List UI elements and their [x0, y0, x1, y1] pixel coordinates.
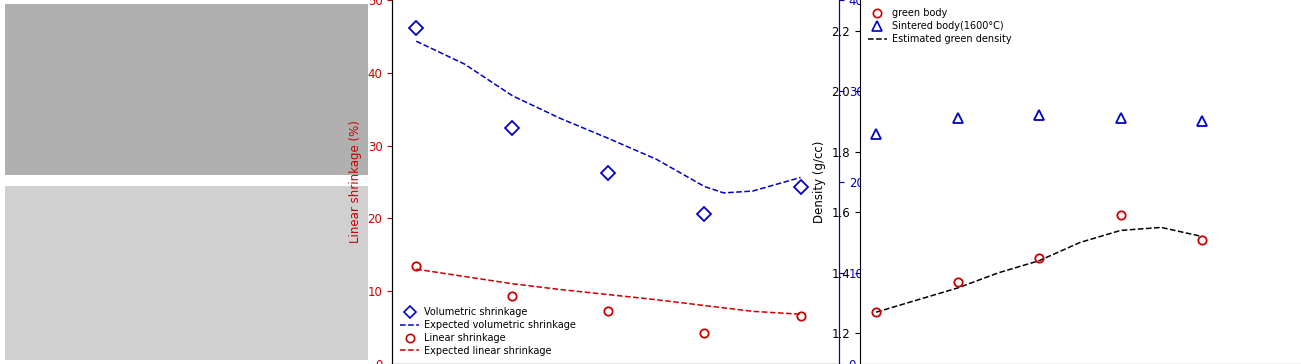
Y-axis label: Density (g/cc): Density (g/cc)	[813, 141, 826, 223]
Y-axis label: Linear shrinkage (%): Linear shrinkage (%)	[349, 120, 362, 244]
Y-axis label: Volume shrinkage (%): Volume shrinkage (%)	[869, 117, 882, 247]
Bar	[5, 186, 368, 360]
Bar	[5, 4, 368, 175]
Legend: green body, Sintered body(1600°C), Estimated green density: green body, Sintered body(1600°C), Estim…	[865, 5, 1015, 47]
Legend: Volumetric shrinkage, Expected volumetric shrinkage, Linear shrinkage, Expected : Volumetric shrinkage, Expected volumetri…	[397, 304, 579, 359]
